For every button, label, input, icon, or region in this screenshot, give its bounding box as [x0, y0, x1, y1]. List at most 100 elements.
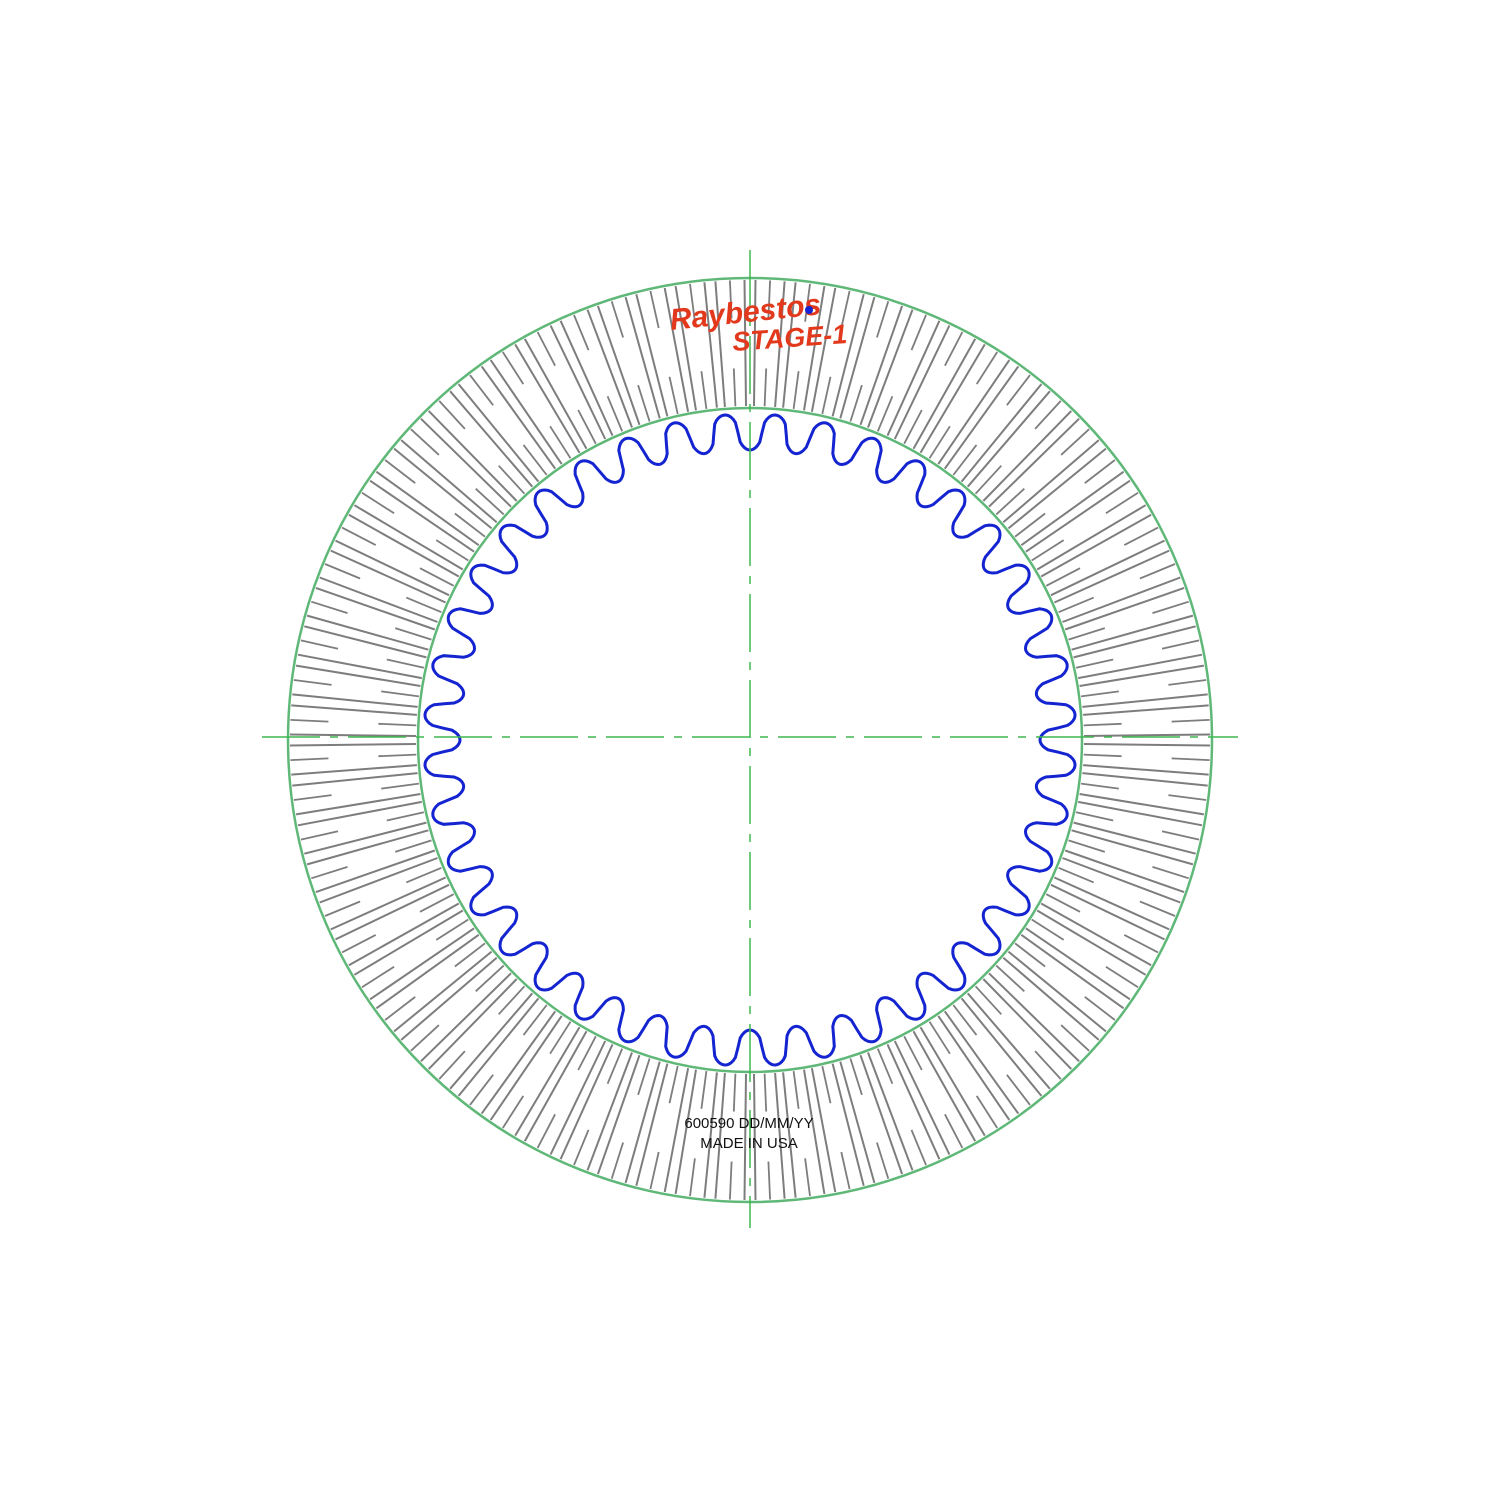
- groove-tick: [311, 866, 348, 880]
- groove-line: [449, 390, 534, 488]
- groove-tick: [394, 839, 432, 853]
- groove-tick: [1080, 690, 1119, 698]
- groove-line: [624, 1061, 661, 1184]
- groove-tick: [1045, 567, 1081, 587]
- groove-line: [1071, 829, 1194, 866]
- groove-line: [335, 883, 450, 941]
- groove-tick: [1139, 900, 1176, 917]
- groove-line: [304, 625, 427, 659]
- groove-line: [635, 294, 669, 417]
- groove-tick: [668, 376, 679, 415]
- groove-line: [714, 281, 726, 407]
- groove-line: [1002, 956, 1100, 1041]
- groove-line: [1083, 764, 1209, 776]
- groove-tick: [378, 722, 417, 727]
- groove-tick: [944, 1113, 964, 1149]
- groove-line: [753, 1073, 757, 1201]
- groove-tick: [732, 1073, 737, 1112]
- groove-line: [937, 1015, 1011, 1121]
- groove-line: [988, 417, 1080, 508]
- groove-line: [831, 294, 865, 417]
- groove-tick: [573, 1129, 590, 1166]
- groove-tick: [1084, 459, 1116, 484]
- groove-line: [348, 902, 460, 967]
- groove-tick: [995, 964, 1025, 992]
- groove-line: [1082, 772, 1208, 787]
- groove-tick: [290, 757, 329, 761]
- groove-line: [375, 933, 480, 1010]
- groove-line: [315, 586, 436, 631]
- groove-tick: [1084, 996, 1116, 1021]
- groove-line: [427, 410, 518, 502]
- groove-line: [982, 410, 1073, 502]
- groove-line: [369, 479, 475, 553]
- groove-line: [586, 1052, 633, 1171]
- groove-line: [960, 383, 1043, 483]
- groove-line: [393, 447, 493, 530]
- groove-line: [353, 504, 464, 571]
- groove-line: [559, 1043, 614, 1160]
- logo-registered-dot: [805, 306, 813, 314]
- groove-line: [348, 513, 460, 578]
- groove-tick: [1075, 658, 1114, 669]
- groove-line: [295, 793, 421, 816]
- groove-line: [1007, 447, 1107, 530]
- groove-tick: [767, 280, 771, 319]
- groove-line: [753, 279, 757, 407]
- groove-line: [867, 1052, 914, 1171]
- groove-tick: [1058, 866, 1095, 884]
- groove-tick: [1075, 811, 1114, 822]
- groove-tick: [498, 465, 526, 495]
- groove-line: [810, 287, 837, 412]
- groove-tick: [975, 1095, 998, 1129]
- groove-tick: [469, 1074, 494, 1106]
- groove-tick: [849, 1058, 863, 1096]
- groove-line: [559, 320, 614, 437]
- groove-line: [291, 764, 417, 776]
- groove-tick: [394, 627, 432, 641]
- groove-line: [1053, 549, 1170, 604]
- groove-tick: [1152, 866, 1189, 880]
- groove-line: [966, 390, 1051, 488]
- groove-tick: [729, 1161, 733, 1200]
- groove-line: [1083, 733, 1211, 737]
- groove-tick: [1006, 374, 1031, 406]
- groove-tick: [290, 719, 329, 723]
- groove-line: [1071, 614, 1194, 651]
- groove-line: [335, 539, 450, 597]
- groove-tick: [454, 942, 486, 968]
- groove-tick: [928, 425, 951, 459]
- groove-line: [886, 1043, 941, 1160]
- groove-tick: [1031, 539, 1065, 562]
- groove-line: [803, 285, 826, 411]
- groove-line: [1040, 513, 1152, 578]
- groove-line: [289, 733, 417, 737]
- groove-line: [319, 576, 438, 623]
- groove-tick: [1161, 830, 1200, 841]
- groove-tick: [386, 658, 425, 669]
- groove-line: [1064, 586, 1185, 631]
- groove-tick: [1171, 757, 1210, 761]
- groove-line: [867, 309, 914, 428]
- groove-tick: [324, 900, 361, 917]
- groove-line: [596, 305, 641, 426]
- groove-tick: [849, 384, 863, 422]
- groove-line: [1079, 664, 1205, 687]
- groove-line: [943, 365, 1020, 470]
- groove-tick: [821, 376, 832, 415]
- groove-tick: [502, 351, 525, 385]
- groove-line: [1062, 576, 1181, 623]
- groove-tick: [637, 384, 651, 422]
- groove-tick: [438, 400, 466, 430]
- groove-line: [489, 1015, 563, 1121]
- groove-tick: [293, 679, 332, 686]
- groove-line: [1064, 849, 1185, 894]
- groove-tick: [1168, 679, 1207, 686]
- groove-tick: [1045, 893, 1081, 913]
- groove-tick: [876, 395, 894, 432]
- groove-line: [859, 1054, 904, 1175]
- groove-tick: [324, 563, 361, 580]
- groove-line: [1053, 876, 1170, 931]
- groove-line: [549, 1040, 607, 1155]
